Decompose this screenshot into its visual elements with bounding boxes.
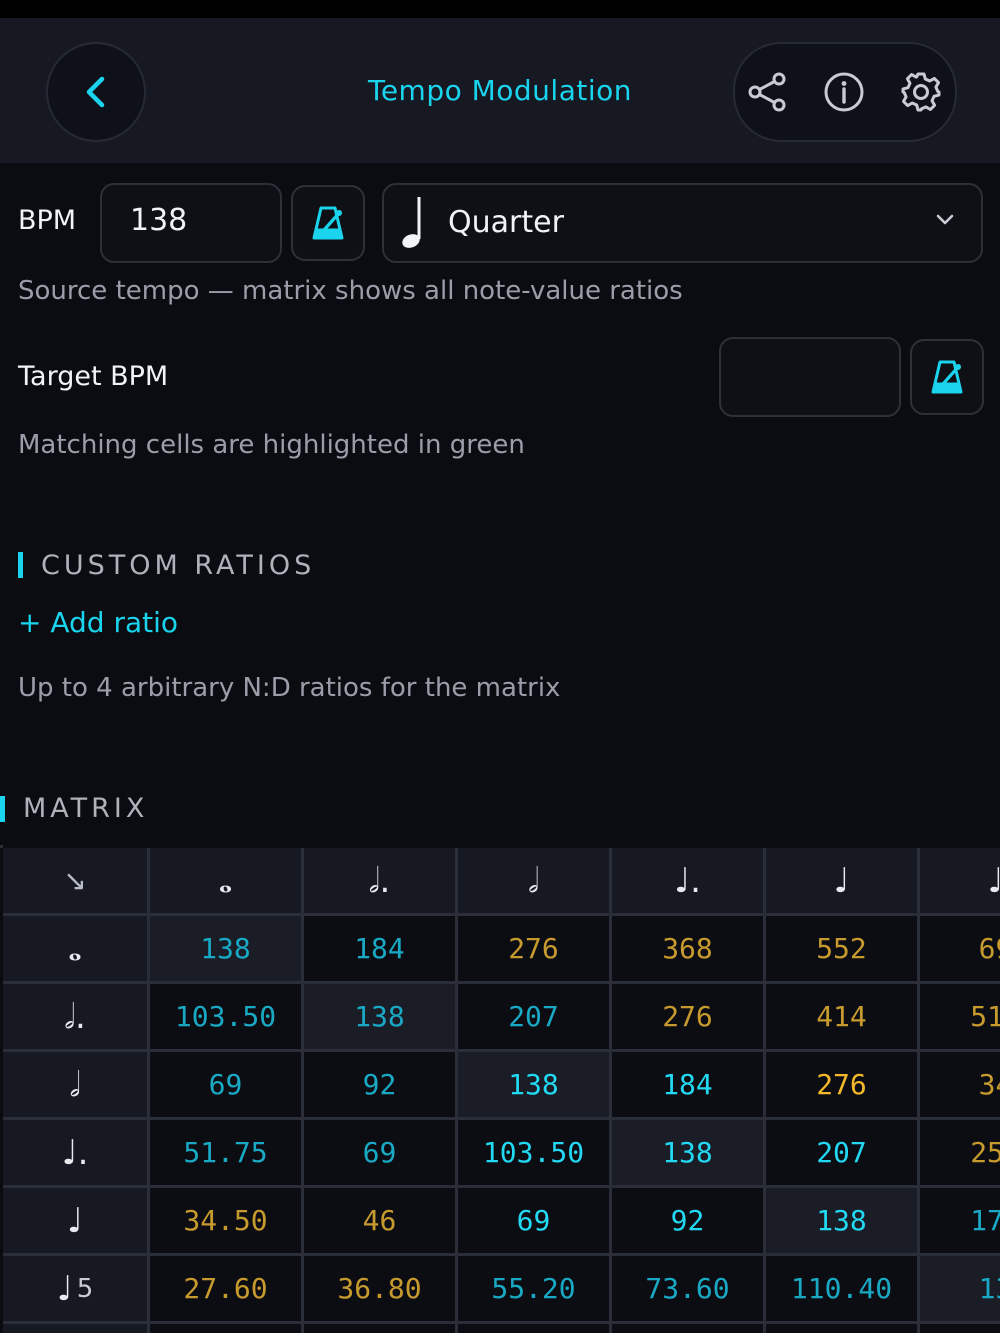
matrix-row-header: ♩ 5 <box>3 1256 150 1324</box>
matrix-cell[interactable]: 69 <box>304 1120 458 1188</box>
matrix-cell[interactable]: 258 <box>920 1120 1000 1188</box>
app-header: Tempo Modulation <box>0 18 1000 163</box>
tempo-matrix: ↘𝅝𝅗𝅥.𝅗𝅥♩.♩♩𝅝13818427636855269𝅗𝅥.103.5013… <box>0 845 1000 1333</box>
bpm-value: 138 <box>130 203 188 238</box>
matrix-corner: ↘ <box>3 848 150 916</box>
note-glyph: 𝅝 <box>68 928 82 969</box>
matrix-row-header: ♩ <box>3 1188 150 1256</box>
matrix-cell[interactable]: 138 <box>304 984 458 1052</box>
section-accent-bar <box>18 552 23 578</box>
matrix-col-header: ♩ <box>766 848 920 916</box>
matrix-row-header: 𝅗𝅥 <box>3 1052 150 1120</box>
note-glyph: 𝅗𝅥. <box>64 996 86 1037</box>
matrix-row-header: ♩. <box>3 1120 150 1188</box>
matrix-cell[interactable]: 138 <box>458 1052 612 1120</box>
section-accent-bar <box>0 796 5 822</box>
matrix-cell[interactable]: 207 <box>766 1120 920 1188</box>
matrix-cell[interactable]: 172 <box>920 1188 1000 1256</box>
matrix-cell[interactable]: 34.50 <box>150 1188 304 1256</box>
matrix-cell[interactable]: 276 <box>458 916 612 984</box>
matrix-cell[interactable]: 517 <box>920 984 1000 1052</box>
note-glyph: ♩ <box>66 1200 84 1241</box>
tuplet-number: 5 <box>76 1273 94 1304</box>
matrix-cell-clipped <box>3 1324 150 1333</box>
add-ratio-button[interactable]: + Add ratio <box>18 606 179 639</box>
note-value-select[interactable]: Quarter <box>382 183 983 263</box>
matrix-cell[interactable]: 110.40 <box>766 1256 920 1324</box>
matrix-cell[interactable]: 552 <box>766 916 920 984</box>
matrix-cell[interactable]: 13 <box>920 1256 1000 1324</box>
metronome-icon <box>931 360 963 394</box>
matrix-col-header: 𝅗𝅥 <box>458 848 612 916</box>
gear-icon[interactable] <box>899 70 943 114</box>
matrix-cell[interactable]: 34 <box>920 1052 1000 1120</box>
matrix-cell[interactable]: 138 <box>150 916 304 984</box>
target-tap-tempo-button[interactable] <box>910 339 984 415</box>
matrix-grid: ↘𝅝𝅗𝅥.𝅗𝅥♩.♩♩𝅝13818427636855269𝅗𝅥.103.5013… <box>0 845 1000 1333</box>
status-strip <box>0 0 1000 18</box>
back-button[interactable] <box>46 42 146 142</box>
matrix-col-header: ♩ <box>920 848 1000 916</box>
matrix-cell[interactable]: 69 <box>458 1188 612 1256</box>
target-bpm-input[interactable] <box>719 337 901 417</box>
target-hint: Matching cells are highlighted in green <box>18 430 525 460</box>
matrix-cell[interactable]: 414 <box>766 984 920 1052</box>
note-glyph: ♩ <box>56 1268 73 1309</box>
matrix-cell[interactable]: 46 <box>304 1188 458 1256</box>
matrix-col-header: ♩. <box>612 848 766 916</box>
matrix-col-header: 𝅗𝅥. <box>304 848 458 916</box>
matrix-cell[interactable]: 184 <box>304 916 458 984</box>
matrix-cell[interactable]: 138 <box>612 1120 766 1188</box>
matrix-cell[interactable]: 27.60 <box>150 1256 304 1324</box>
matrix-cell-clipped <box>920 1324 1000 1333</box>
custom-ratios-hint: Up to 4 arbitrary N:D ratios for the mat… <box>18 673 561 703</box>
tap-tempo-button[interactable] <box>291 185 365 261</box>
matrix-cell[interactable]: 92 <box>612 1188 766 1256</box>
matrix-cell[interactable]: 207 <box>458 984 612 1052</box>
matrix-cell[interactable]: 51.75 <box>150 1120 304 1188</box>
quarter-note-icon <box>402 197 421 248</box>
matrix-cell[interactable]: 184 <box>612 1052 766 1120</box>
bpm-input[interactable]: 138 <box>100 183 282 263</box>
matrix-row-header: 𝅗𝅥. <box>3 984 150 1052</box>
matrix-row-header: 𝅝 <box>3 916 150 984</box>
matrix-cell[interactable]: 69 <box>150 1052 304 1120</box>
chevron-down-icon <box>936 214 954 225</box>
info-icon[interactable] <box>822 70 866 114</box>
matrix-cell-clipped <box>766 1324 920 1333</box>
matrix-cell[interactable]: 276 <box>766 1052 920 1120</box>
matrix-title: MATRIX <box>23 793 149 824</box>
matrix-cell[interactable]: 92 <box>304 1052 458 1120</box>
bpm-label: BPM <box>18 205 77 236</box>
page-title: Tempo Modulation <box>367 74 633 107</box>
source-hint: Source tempo — matrix shows all note-val… <box>18 276 683 306</box>
matrix-cell[interactable]: 103.50 <box>150 984 304 1052</box>
note-value-label: Quarter <box>448 205 564 240</box>
matrix-cell[interactable]: 73.60 <box>612 1256 766 1324</box>
matrix-col-header: 𝅝 <box>150 848 304 916</box>
note-glyph: ♩. <box>61 1132 89 1173</box>
matrix-cell[interactable]: 69 <box>920 916 1000 984</box>
matrix-cell[interactable]: 138 <box>766 1188 920 1256</box>
custom-ratios-title: CUSTOM RATIOS <box>41 550 316 581</box>
target-bpm-label: Target BPM <box>18 361 169 392</box>
matrix-cell-clipped <box>150 1324 304 1333</box>
header-actions <box>733 42 957 142</box>
matrix-cell[interactable]: 276 <box>612 984 766 1052</box>
matrix-cell-clipped <box>304 1324 458 1333</box>
metronome-icon <box>312 206 344 240</box>
matrix-cell[interactable]: 368 <box>612 916 766 984</box>
matrix-cell-clipped <box>458 1324 612 1333</box>
note-glyph: 𝅗𝅥 <box>69 1064 81 1105</box>
matrix-cell[interactable]: 36.80 <box>304 1256 458 1324</box>
matrix-cell[interactable]: 103.50 <box>458 1120 612 1188</box>
chevron-left-icon <box>86 76 105 108</box>
matrix-cell[interactable]: 55.20 <box>458 1256 612 1324</box>
share-icon[interactable] <box>745 70 789 114</box>
matrix-cell-clipped <box>612 1324 766 1333</box>
